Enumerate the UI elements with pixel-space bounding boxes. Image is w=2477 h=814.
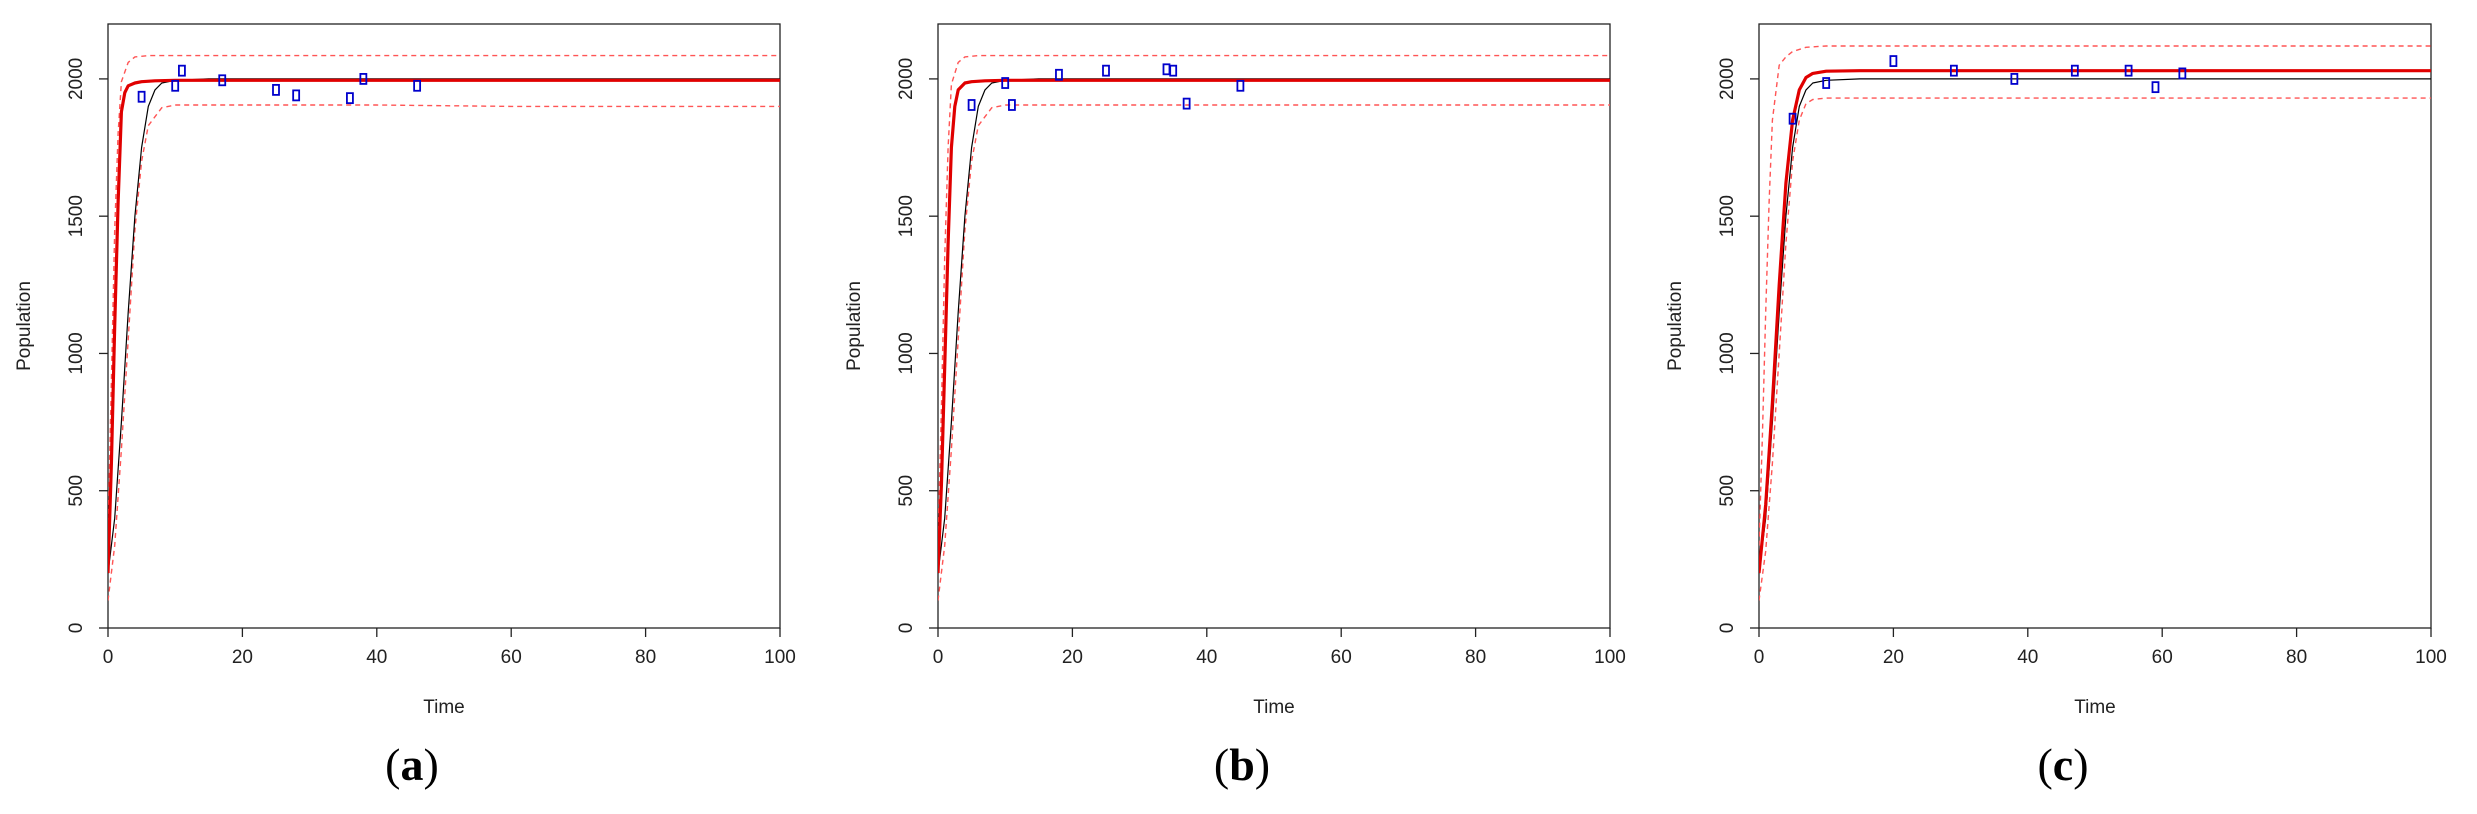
observation-point-a — [413, 79, 422, 92]
x-tick-label: 20 — [232, 647, 253, 668]
observation-point-a — [292, 89, 301, 102]
observation-point-a — [346, 92, 354, 105]
plot-frame — [107, 23, 781, 629]
observation-point-b — [1162, 63, 1171, 76]
upper-band-line-b — [938, 54, 1610, 541]
observation-point-b — [967, 99, 976, 111]
x-tick-label: 60 — [1331, 647, 1352, 668]
y-tick-label: 2000 — [896, 58, 917, 100]
y-tick-label: 1500 — [66, 195, 87, 237]
observation-point-c — [1889, 55, 1898, 67]
observation-point-a — [178, 64, 186, 77]
observation-point-c — [2010, 73, 2019, 85]
y-tick-label: 2000 — [1717, 58, 1738, 100]
observation-point-c — [2151, 81, 2160, 94]
observation-point-c — [2124, 64, 2133, 77]
y-tick-label: 0 — [1717, 623, 1738, 634]
x-tick-label: 80 — [1465, 647, 1486, 668]
observation-point-a — [171, 79, 180, 92]
observation-point-a — [218, 74, 227, 87]
y-tick-label: 0 — [896, 623, 917, 634]
x-tick-label: 40 — [2017, 647, 2038, 668]
panel-caption-a: (a) — [385, 739, 439, 790]
y-tick-label: 1000 — [1717, 332, 1738, 374]
chart-panel-c: 0 20 40 60 80 100 0 500 1000 1500 2000 Time Populati… — [1651, 0, 2477, 814]
lower-band-line-b — [938, 104, 1610, 601]
observation-point-b — [1102, 64, 1110, 77]
chart-b: 0 20 40 60 80 1000500100015002000TimePopulati… — [844, 23, 1626, 718]
panel-caption-c: (c) — [2037, 739, 2089, 790]
panel-label-b: b — [1229, 739, 1255, 790]
x-tick-label: 0 — [933, 647, 944, 668]
x-tick-label: 40 — [1196, 647, 1217, 668]
true-curve-line-b — [938, 78, 1610, 574]
observation-point-c — [2178, 67, 2187, 80]
observation-point-c — [1788, 112, 1797, 125]
x-tick-label: 60 — [501, 647, 522, 668]
observation-point-a — [137, 90, 146, 103]
observation-point-b — [1001, 77, 1010, 89]
y-tick-label: 2000 — [66, 58, 87, 100]
y-axis-title: Population — [844, 281, 865, 371]
x-tick-label: 20 — [1883, 647, 1904, 668]
y-tick-label: 1500 — [1717, 195, 1738, 237]
plot-frame — [937, 23, 1611, 629]
y-tick-label: 0 — [66, 623, 87, 634]
observation-point-b — [1182, 97, 1191, 110]
observation-point-c — [1822, 77, 1831, 89]
lower-band-line-a — [108, 104, 780, 601]
x-axis-title: Time — [1253, 697, 1295, 718]
y-tick-label: 500 — [1717, 475, 1738, 507]
panel-label-a: a — [400, 739, 424, 790]
observation-point-c — [2070, 64, 2079, 77]
observation-point-b — [1236, 79, 1245, 92]
x-tick-label: 0 — [1754, 647, 1765, 668]
plot-frame — [1758, 23, 2432, 629]
y-axis-title: Population — [14, 281, 35, 371]
fitted-curve-line-a — [108, 78, 780, 574]
x-tick-label: 80 — [635, 647, 656, 668]
chart-a: 0 20 40 60 80 1000500100015002000TimePopulati… — [14, 23, 796, 718]
panel-label-c: c — [2052, 739, 2074, 790]
observation-point-b — [1055, 68, 1063, 81]
observation-point-b — [1008, 99, 1016, 111]
x-axis-title: Time — [423, 697, 465, 718]
y-tick-label: 1000 — [896, 332, 917, 374]
x-axis-title: Time — [2074, 697, 2116, 718]
lower-band-line-c — [1759, 97, 2431, 601]
observation-point-a — [359, 73, 368, 85]
x-tick-label: 100 — [2415, 647, 2447, 668]
chart-c: 0 20 40 60 80 1000500100015002000TimePopulati… — [1665, 23, 2447, 718]
true-curve-line-a — [108, 78, 780, 574]
observation-point-a — [272, 83, 280, 96]
chart-panel-a: 0 20 40 60 80 100 0 500 1000 1500 2000 Time Populati… — [0, 0, 826, 814]
y-tick-label: 1500 — [896, 195, 917, 237]
upper-band-line-a — [108, 54, 780, 532]
plot-area — [108, 54, 780, 601]
x-tick-label: 100 — [764, 647, 796, 668]
x-tick-label: 20 — [1062, 647, 1083, 668]
fitted-curve-line-b — [938, 78, 1610, 574]
y-tick-label: 1000 — [66, 332, 87, 374]
x-tick-label: 40 — [366, 647, 387, 668]
plot-area — [938, 54, 1610, 601]
observation-point-c — [1949, 64, 1958, 77]
fitted-curve-line-c — [1759, 69, 2431, 574]
x-tick-label: 60 — [2152, 647, 2173, 668]
plot-area — [1759, 45, 2431, 601]
y-tick-label: 500 — [896, 475, 917, 507]
panel-caption-b: (b) — [1213, 739, 1271, 790]
y-axis-title: Population — [1665, 281, 1686, 371]
x-tick-label: 0 — [103, 647, 114, 668]
observation-point-b — [1169, 64, 1178, 77]
true-curve-line-c — [1759, 78, 2431, 574]
upper-band-line-c — [1759, 45, 2431, 546]
chart-panel-b: 0 20 40 60 80 100 0 500 1000 1500 2000 Time Populati… — [830, 0, 1656, 814]
x-tick-label: 80 — [2286, 647, 2307, 668]
x-tick-label: 100 — [1594, 647, 1626, 668]
y-tick-label: 500 — [66, 475, 87, 507]
